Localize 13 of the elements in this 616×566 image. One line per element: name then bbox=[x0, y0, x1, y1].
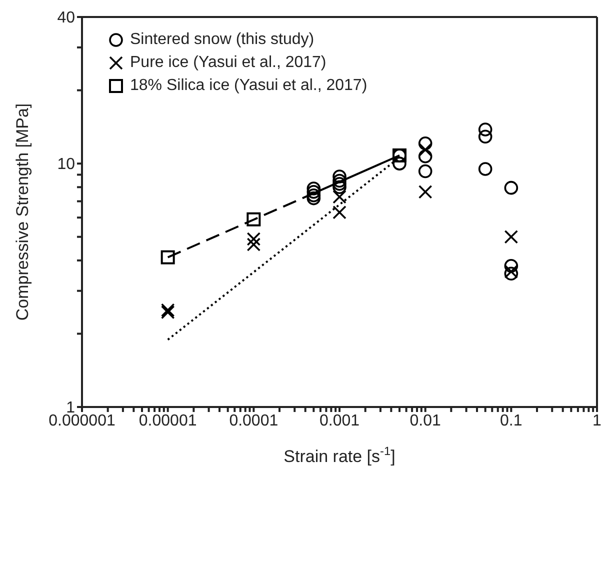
y-tick-label: 10 bbox=[57, 156, 76, 174]
x-tick-label: 0.0001 bbox=[229, 412, 278, 430]
y-tick-label: 40 bbox=[57, 10, 76, 27]
x-tick-label: 0.001 bbox=[319, 412, 360, 430]
x-tick-label: 0.1 bbox=[500, 412, 522, 430]
legend-label: Pure ice (Yasui et al., 2017) bbox=[130, 54, 326, 72]
x-tick-label: 0.00001 bbox=[138, 412, 197, 430]
legend-label: 18% Silica ice (Yasui et al., 2017) bbox=[130, 76, 368, 94]
legend-label: Sintered snow (this study) bbox=[130, 30, 314, 48]
x-axis-title: Strain rate [s$^{-1}$] bbox=[284, 444, 396, 466]
y-axis-title: Compressive Strength [MPa] bbox=[13, 103, 32, 321]
x-tick-label: 1 bbox=[592, 412, 602, 430]
x-tick-label: 0.01 bbox=[410, 412, 442, 430]
